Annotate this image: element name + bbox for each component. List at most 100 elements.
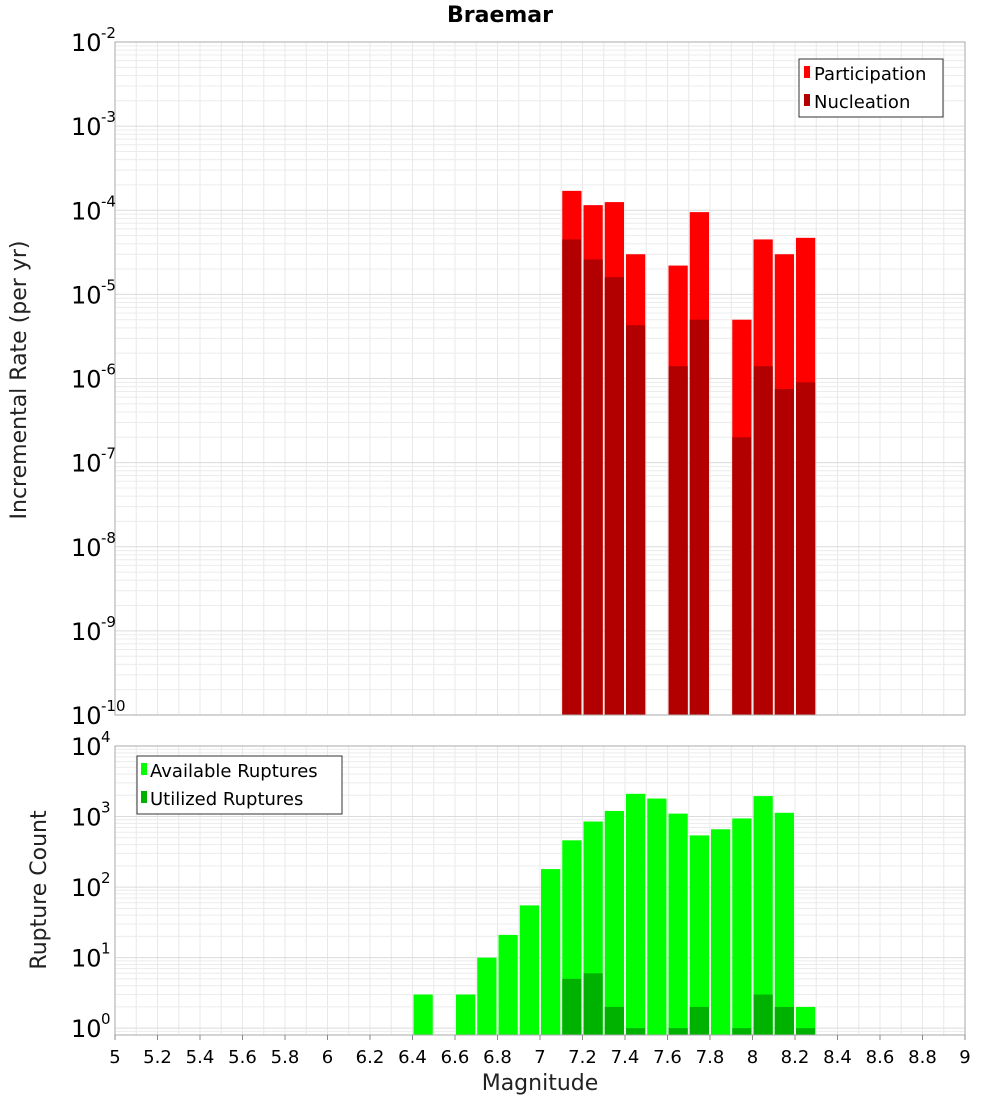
bar-nucleation <box>796 382 816 715</box>
bar-nucleation <box>753 366 773 715</box>
bar-nucleation <box>626 325 646 715</box>
legend-label-available: Available Ruptures <box>150 761 318 782</box>
y-tick-label: 10 <box>71 804 102 832</box>
legend-swatch-available <box>141 763 147 775</box>
x-tick-label: 6.8 <box>483 1047 512 1068</box>
bottom-y-axis-title: Rupture Count <box>27 810 52 970</box>
y-tick-exponent: 1 <box>101 940 111 958</box>
bar-utilized-ruptures <box>583 973 603 1035</box>
x-ticks: 5 5.2 5.4 5.6 5.8 6 6.2 6.4 6.6 6.8 7 7.2 7.4 7.6 7.8 8… <box>109 1035 971 1068</box>
bar-available-ruptures <box>753 796 773 1035</box>
y-tick-exponent: 4 <box>101 728 111 746</box>
bar-utilized-ruptures <box>626 1028 646 1035</box>
x-tick-label: 8.4 <box>823 1047 852 1068</box>
bar-available-ruptures <box>604 810 624 1035</box>
bar-available-ruptures <box>796 1006 816 1035</box>
x-tick-label: 7.4 <box>611 1047 640 1068</box>
bar-available-ruptures <box>498 934 518 1035</box>
bar-available-ruptures <box>711 829 731 1035</box>
y-tick-exponent: -5 <box>101 276 116 294</box>
x-tick-label: 8.6 <box>866 1047 895 1068</box>
chart-title: Braemar <box>447 3 553 28</box>
bar-nucleation <box>774 389 794 715</box>
x-tick-label: 8 <box>747 1047 758 1068</box>
x-tick-label: 6.4 <box>398 1047 427 1068</box>
x-axis-title: Magnitude <box>482 1071 599 1096</box>
bar-utilized-ruptures <box>562 978 582 1035</box>
x-tick-label: 6.6 <box>441 1047 470 1068</box>
y-tick-exponent: -4 <box>101 192 116 210</box>
y-tick-exponent: -7 <box>101 445 116 463</box>
bar-utilized-ruptures <box>774 1006 794 1035</box>
x-tick-label: 6.2 <box>356 1047 385 1068</box>
y-tick-label: 10 <box>71 450 102 478</box>
bar-available-ruptures <box>626 793 646 1035</box>
legend-label-utilized: Utilized Ruptures <box>150 789 303 810</box>
y-tick-exponent: 0 <box>101 1010 111 1028</box>
top-plot-border <box>114 41 966 716</box>
bar-utilized-ruptures <box>668 1028 688 1035</box>
y-tick-label: 10 <box>71 618 102 646</box>
bottom-bars <box>413 793 816 1035</box>
bottom-legend: Available Ruptures Utilized Ruptures <box>136 755 343 815</box>
y-tick-label: 10 <box>71 113 102 141</box>
y-tick-label: 10 <box>71 281 102 309</box>
x-tick-label: 7.2 <box>568 1047 597 1068</box>
top-grid <box>114 42 966 716</box>
y-tick-label: 10 <box>71 874 102 902</box>
y-tick-label: 10 <box>71 733 102 761</box>
bar-utilized-ruptures <box>604 1006 624 1035</box>
x-tick-label: 9 <box>959 1047 970 1068</box>
y-tick-label: 10 <box>71 29 102 57</box>
x-tick-label: 7.8 <box>696 1047 725 1068</box>
top-legend: Participation Nucleation <box>798 58 944 118</box>
x-tick-label: 5.2 <box>143 1047 172 1068</box>
bar-available-ruptures <box>456 994 476 1035</box>
x-tick-label: 5 <box>109 1047 120 1068</box>
legend-swatch-participation <box>804 66 810 78</box>
top-legend-box <box>798 58 944 118</box>
bar-utilized-ruptures <box>753 994 773 1035</box>
bar-nucleation <box>604 277 624 715</box>
y-tick-label: 10 <box>71 945 102 973</box>
bar-nucleation <box>668 366 688 715</box>
bar-available-ruptures <box>774 812 794 1035</box>
bar-utilized-ruptures <box>689 1006 709 1035</box>
bottom-legend-box <box>136 755 343 815</box>
x-tick-label: 7.6 <box>653 1047 682 1068</box>
bar-available-ruptures <box>647 798 667 1035</box>
bar-nucleation <box>689 319 709 715</box>
y-tick-label: 10 <box>71 534 102 562</box>
x-tick-label: 8.2 <box>781 1047 810 1068</box>
bar-utilized-ruptures <box>732 1028 752 1035</box>
bar-available-ruptures <box>413 994 433 1035</box>
y-tick-exponent: -2 <box>101 24 116 42</box>
bar-available-ruptures <box>519 905 539 1035</box>
bar-available-ruptures <box>541 869 561 1035</box>
legend-swatch-nucleation <box>804 94 810 106</box>
top-bars <box>562 190 816 716</box>
y-tick-label: 10 <box>71 702 102 730</box>
bar-available-ruptures <box>668 813 688 1035</box>
x-tick-label: 7 <box>534 1047 545 1068</box>
y-tick-exponent: 2 <box>101 869 111 887</box>
bar-nucleation <box>732 437 752 715</box>
x-tick-label: 8.8 <box>908 1047 937 1068</box>
x-tick-label: 5.4 <box>186 1047 215 1068</box>
bar-available-ruptures <box>689 835 709 1035</box>
y-tick-label: 10 <box>71 1015 102 1043</box>
bar-nucleation <box>562 239 582 715</box>
y-tick-label: 10 <box>71 197 102 225</box>
y-tick-exponent: -9 <box>101 613 116 631</box>
legend-label-nucleation: Nucleation <box>814 92 910 113</box>
legend-swatch-utilized <box>141 791 147 803</box>
x-tick-label: 6 <box>322 1047 333 1068</box>
y-tick-exponent: -3 <box>101 108 116 126</box>
x-tick-label: 5.6 <box>228 1047 257 1068</box>
top-y-axis-title: Incremental Rate (per yr) <box>7 241 32 520</box>
x-tick-label: 5.8 <box>271 1047 300 1068</box>
